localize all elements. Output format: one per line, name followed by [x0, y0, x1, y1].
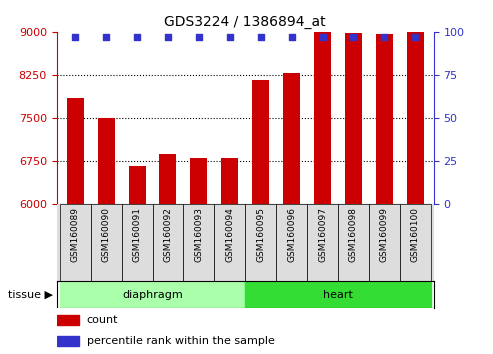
Point: [164, 34, 172, 40]
Text: GSM160098: GSM160098: [349, 207, 358, 262]
Text: GSM160099: GSM160099: [380, 207, 389, 262]
Text: diaphragm: diaphragm: [122, 290, 183, 300]
Point: [226, 34, 234, 40]
Text: GSM160096: GSM160096: [287, 207, 296, 262]
Bar: [214, 204, 245, 281]
Point: [71, 34, 79, 40]
Bar: [345, 33, 362, 204]
Bar: [57, 336, 79, 346]
Bar: [283, 73, 300, 204]
Point: [133, 34, 141, 40]
Point: [195, 34, 203, 40]
Point: [318, 34, 326, 40]
Text: GSM160092: GSM160092: [164, 207, 173, 262]
Point: [257, 34, 265, 40]
Text: GSM160100: GSM160100: [411, 207, 420, 262]
Bar: [221, 158, 238, 204]
Text: GSM160090: GSM160090: [102, 207, 110, 262]
Bar: [67, 98, 84, 204]
Text: GSM160091: GSM160091: [133, 207, 141, 262]
Bar: [122, 204, 152, 281]
Bar: [245, 204, 276, 281]
Point: [102, 34, 110, 40]
Bar: [91, 204, 122, 281]
Point: [350, 34, 357, 40]
Bar: [400, 204, 431, 281]
Bar: [98, 118, 115, 204]
Bar: [159, 154, 176, 204]
Bar: [276, 204, 307, 281]
Bar: [152, 204, 183, 281]
Bar: [60, 281, 246, 308]
Bar: [307, 204, 338, 281]
Title: GDS3224 / 1386894_at: GDS3224 / 1386894_at: [165, 16, 326, 29]
Bar: [369, 204, 400, 281]
Bar: [245, 281, 431, 308]
Text: count: count: [87, 315, 118, 325]
Text: GSM160097: GSM160097: [318, 207, 327, 262]
Text: GSM160093: GSM160093: [194, 207, 204, 262]
Bar: [57, 315, 79, 325]
Point: [411, 34, 419, 40]
Bar: [60, 204, 91, 281]
Bar: [183, 204, 214, 281]
Bar: [129, 166, 145, 204]
Bar: [314, 9, 331, 204]
Point: [288, 34, 296, 40]
Text: tissue ▶: tissue ▶: [8, 290, 53, 300]
Point: [381, 34, 388, 40]
Bar: [407, 12, 424, 204]
Bar: [338, 204, 369, 281]
Text: GSM160095: GSM160095: [256, 207, 265, 262]
Bar: [190, 158, 208, 204]
Bar: [376, 34, 393, 204]
Text: GSM160089: GSM160089: [70, 207, 80, 262]
Text: percentile rank within the sample: percentile rank within the sample: [87, 336, 275, 346]
Text: GSM160094: GSM160094: [225, 207, 234, 262]
Text: heart: heart: [323, 290, 353, 300]
Bar: [252, 80, 269, 204]
